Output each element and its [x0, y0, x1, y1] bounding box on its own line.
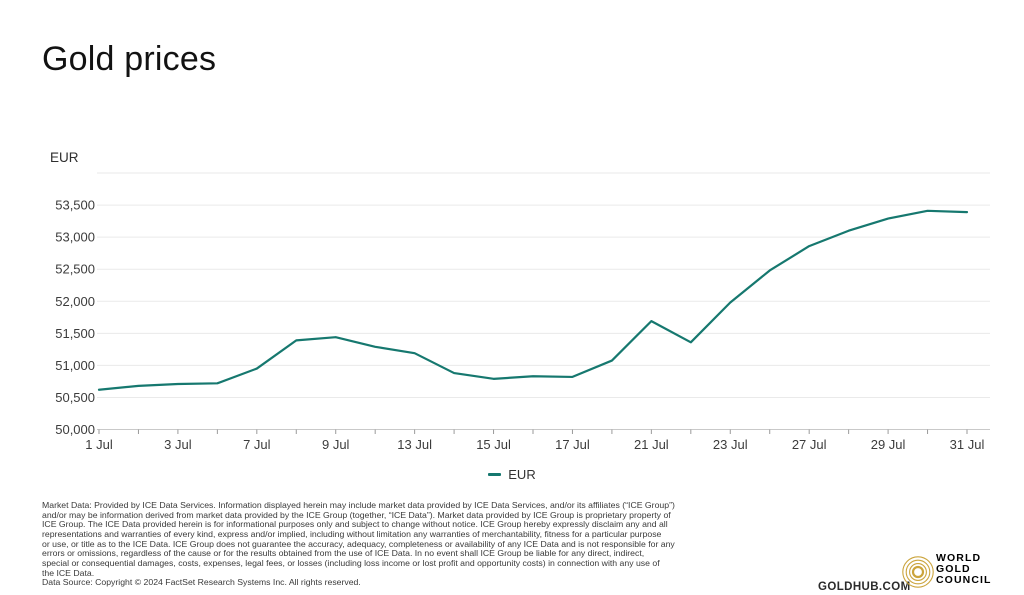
y-axis-tick-label: 52,500: [55, 262, 95, 277]
y-axis-tick-label: 53,000: [55, 230, 95, 245]
disclaimer-line: errors or omissions, regardless of the c…: [42, 548, 645, 559]
world-gold-council-logo-icon: [902, 556, 934, 588]
y-axis-tick-label: 50,500: [55, 390, 95, 405]
wgc-word: COUNCIL: [936, 573, 992, 586]
disclaimer-line: or use, or title as to the ICE Data. ICE…: [42, 538, 675, 549]
y-axis-tick-label: 51,000: [55, 358, 95, 373]
x-axis-tick-label: 1 Jul: [85, 437, 113, 452]
y-axis-tick-label: 53,500: [55, 198, 95, 213]
price-line-eur: [97, 209, 969, 391]
goldhub-link[interactable]: GOLDHUB.COM: [818, 581, 911, 593]
wgc-word: GOLD: [936, 562, 971, 575]
legend-label: EUR: [508, 467, 536, 482]
price-chart: 50,000 50,500 51,000 51,500 52,000 52,500 53,0…: [55, 172, 990, 452]
chart-legend: EUR: [0, 467, 1024, 482]
x-axis-tick-label: 3 Jul: [164, 437, 192, 452]
disclaimer-line: and/or may be information derived from m…: [42, 509, 671, 520]
disclaimer-line: special or consequential damages, costs,…: [42, 557, 660, 568]
x-axis-tick-label: 29 Jul: [871, 437, 906, 452]
x-axis-tick-label: 7 Jul: [243, 437, 271, 452]
legend-line-swatch: [488, 473, 502, 476]
disclaimer-line: representations and warranties of every …: [42, 528, 662, 539]
x-axis-tick-label: 23 Jul: [713, 437, 748, 452]
disclaimer-line: ICE Group. The ICE Data provided herein …: [42, 519, 668, 530]
y-axis-tick-label: 51,500: [55, 326, 95, 341]
page-title: Gold prices: [42, 40, 217, 78]
y-axis-unit-label: EUR: [50, 150, 79, 165]
y-axis-tick-label: 50,000: [55, 422, 95, 437]
x-axis-tick-label: 9 Jul: [322, 437, 350, 452]
branding-area: GOLDHUB.COM WORLD GOLD COUNCIL: [818, 553, 1018, 595]
disclaimer-line: Market Data: Provided by ICE Data Servic…: [42, 500, 675, 510]
x-axis-tick-label: 17 Jul: [555, 437, 590, 452]
disclaimer-text: Market Data: Provided by ICE Data Servic…: [42, 500, 772, 588]
x-axis-tick-label: 13 Jul: [397, 437, 432, 452]
x-axis-tick-label: 21 Jul: [634, 437, 669, 452]
x-axis-tick-label: 15 Jul: [476, 437, 511, 452]
y-axis-tick-label: 52,000: [55, 294, 95, 309]
wgc-word: WORLD: [936, 552, 982, 564]
world-gold-council-wordmark: WORLD GOLD COUNCIL: [936, 553, 992, 585]
x-axis-tick-label: 27 Jul: [792, 437, 827, 452]
x-axis-tick-label: 31 Jul: [950, 437, 985, 452]
data-source-line: Data Source: Copyright © 2024 FactSet Re…: [42, 577, 361, 588]
disclaimer-line: the ICE Data.: [42, 567, 95, 578]
